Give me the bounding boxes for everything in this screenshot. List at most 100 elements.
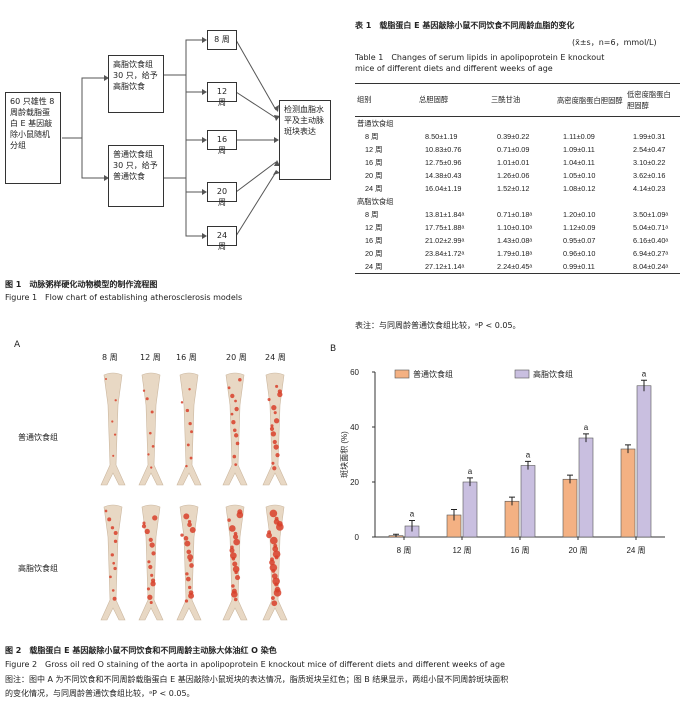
table1-cell: 23.84±1.72ᵃ	[425, 249, 465, 258]
plaque-spot	[113, 530, 118, 535]
table1-cell: 3.10±0.22	[633, 158, 666, 167]
table1-row-high: 8 周 13.81±1.84ᵃ 0.71±0.18ᵃ 1.20±0.10 3.50±1.…	[355, 208, 680, 221]
photo-week-label: 24 周	[265, 353, 286, 362]
figure2-caption-en: Figure 2 Gross oil red O staining of the…	[5, 660, 505, 669]
table1-cell: 27.12±1.14ᵃ	[425, 262, 465, 271]
table1-header-cell: 三酰甘油	[491, 95, 521, 104]
aorta-photo	[85, 365, 310, 631]
y-tick-label: 20	[350, 478, 359, 487]
flow-week-label: 8 周	[214, 35, 230, 44]
plaque-spot	[113, 433, 117, 436]
plaque-spot	[273, 589, 282, 597]
plaque-spot	[180, 401, 184, 404]
plaque-spot	[269, 559, 275, 566]
bar-chart: 0 20 40 60 斑块面积 (%) 8 周 a 12 周 a 16 周 a 20 周 a 24 周 a 普…	[339, 368, 665, 555]
table1-row-normal: 24 周 16.04±1.19 1.52±0.12 1.08±0.12 4.14±0.2…	[355, 182, 680, 195]
table1-cell: 12 周	[365, 144, 383, 154]
table1-cell: 4.14±0.23	[633, 184, 666, 193]
plaque-spot	[185, 572, 189, 576]
plaque-spot	[230, 412, 234, 416]
legend-swatch	[394, 369, 410, 379]
plaque-spot	[111, 589, 115, 592]
table1-cell: 6.16±0.40ᵃ	[633, 236, 669, 245]
plaque-spot	[273, 444, 279, 450]
plaque-spot	[113, 566, 117, 571]
plaque-spot	[272, 466, 277, 471]
table1-cell: 1.12±0.09	[563, 223, 596, 232]
photo-week-label: 20 周	[226, 353, 247, 362]
plaque-spot	[112, 561, 116, 565]
table1-cell: 1.79±0.18ᵃ	[497, 249, 533, 258]
aorta-specimen	[138, 504, 164, 621]
photo-week-label: 8 周	[102, 353, 118, 362]
plaque-spot	[188, 388, 191, 391]
plaque-spot	[230, 393, 235, 399]
x-tick-label: 20 周	[568, 546, 587, 555]
photo-row-normal-label: 普通饮食组	[18, 433, 58, 442]
plaque-spot	[110, 526, 115, 530]
table1-title-cn: 表 1 载脂蛋白 E 基因敲除小鼠不同饮食不同周龄血脂的变化	[355, 21, 575, 30]
table1-cell: 16.04±1.19	[425, 184, 462, 193]
plaque-spot	[234, 463, 238, 467]
bar	[562, 478, 578, 538]
plaque-spot	[187, 554, 194, 561]
panel-a-label: A	[14, 340, 21, 350]
table1-cell: 6.94±0.27ᵃ	[633, 249, 669, 258]
table1-cell: 1.04±0.11	[563, 158, 595, 167]
bar	[462, 481, 478, 538]
plaque-spot	[234, 406, 239, 412]
plaque-spot	[184, 540, 191, 547]
plaque-spot	[151, 551, 156, 556]
aorta-specimen	[176, 372, 202, 486]
plaque-spot	[234, 570, 238, 575]
table1-cell: 1.52±0.12	[497, 184, 530, 193]
flow-high-fat-text: 高脂饮食组 30 只，给予高脂饮食	[113, 60, 158, 91]
table1-cell: 24 周	[365, 261, 383, 271]
significance-mark: a	[526, 450, 531, 459]
plaque-spot	[183, 513, 190, 520]
plaque-spot	[232, 561, 238, 567]
flow-week-label: 24 周	[216, 231, 228, 251]
x-tick-label: 24 周	[626, 546, 645, 555]
plaque-spot	[148, 564, 153, 570]
table1-cell: 1.20±0.10	[563, 210, 596, 219]
flow-week-24: 24 周	[207, 226, 237, 251]
table1-cell: 1.99±0.31	[633, 132, 666, 141]
plaque-spot	[266, 532, 272, 539]
plaque-spot	[229, 547, 235, 553]
table1-header-cell: 高密度脂蛋白胆固醇	[557, 95, 623, 105]
figure1-caption-en: Figure 1 Flow chart of establishing athe…	[5, 293, 243, 302]
plaque-spot	[234, 575, 241, 581]
table1-cell: 2.24±0.45ᵃ	[497, 262, 533, 271]
table1-row-high: 24 周 27.12±1.14ᵃ 2.24±0.45ᵃ 0.99±0.11 8.04±0…	[355, 260, 680, 273]
plaque-spot	[235, 441, 240, 446]
aorta-specimen	[262, 372, 288, 486]
significance-mark: a	[410, 510, 415, 519]
flow-week-label: 16 周	[216, 135, 228, 155]
plaque-spot	[189, 526, 196, 533]
table1-cell: 16 周	[365, 157, 383, 167]
figure2-note-2: 的变化情况，与同周龄普通饮食组比较，ᵃP < 0.05。	[5, 689, 195, 698]
table1-cell: 24 周	[365, 183, 383, 193]
plaque-spot	[104, 509, 108, 513]
plaque-spot	[273, 518, 280, 525]
plaque-spot	[186, 443, 190, 447]
plaque-spot	[148, 431, 152, 435]
plaque-spot	[146, 587, 151, 591]
table1-cell: 1.01±0.01	[497, 158, 530, 167]
significance-mark: a	[584, 423, 589, 432]
plaque-spot	[147, 453, 150, 456]
plaque-spot	[149, 600, 153, 605]
plaque-spot	[186, 549, 192, 555]
table1-cell: 13.81±1.84ᵃ	[425, 210, 465, 219]
flow-week-20: 20 周	[207, 182, 237, 207]
plaque-spot	[144, 528, 150, 535]
plaque-spot	[233, 597, 238, 602]
table1-cell: 16 周	[365, 235, 383, 245]
y-tick-label: 60	[350, 368, 359, 377]
table1-cell: 2.54±0.47	[633, 145, 666, 154]
table1-row-high: 12 周 17.75±1.88ᵃ 1.10±0.10ᵃ 1.12±0.09 5.04±0…	[355, 221, 680, 234]
plaque-spot	[233, 538, 240, 546]
table1-cell: 0.95±0.07	[563, 236, 596, 245]
plaque-spot	[188, 558, 192, 562]
